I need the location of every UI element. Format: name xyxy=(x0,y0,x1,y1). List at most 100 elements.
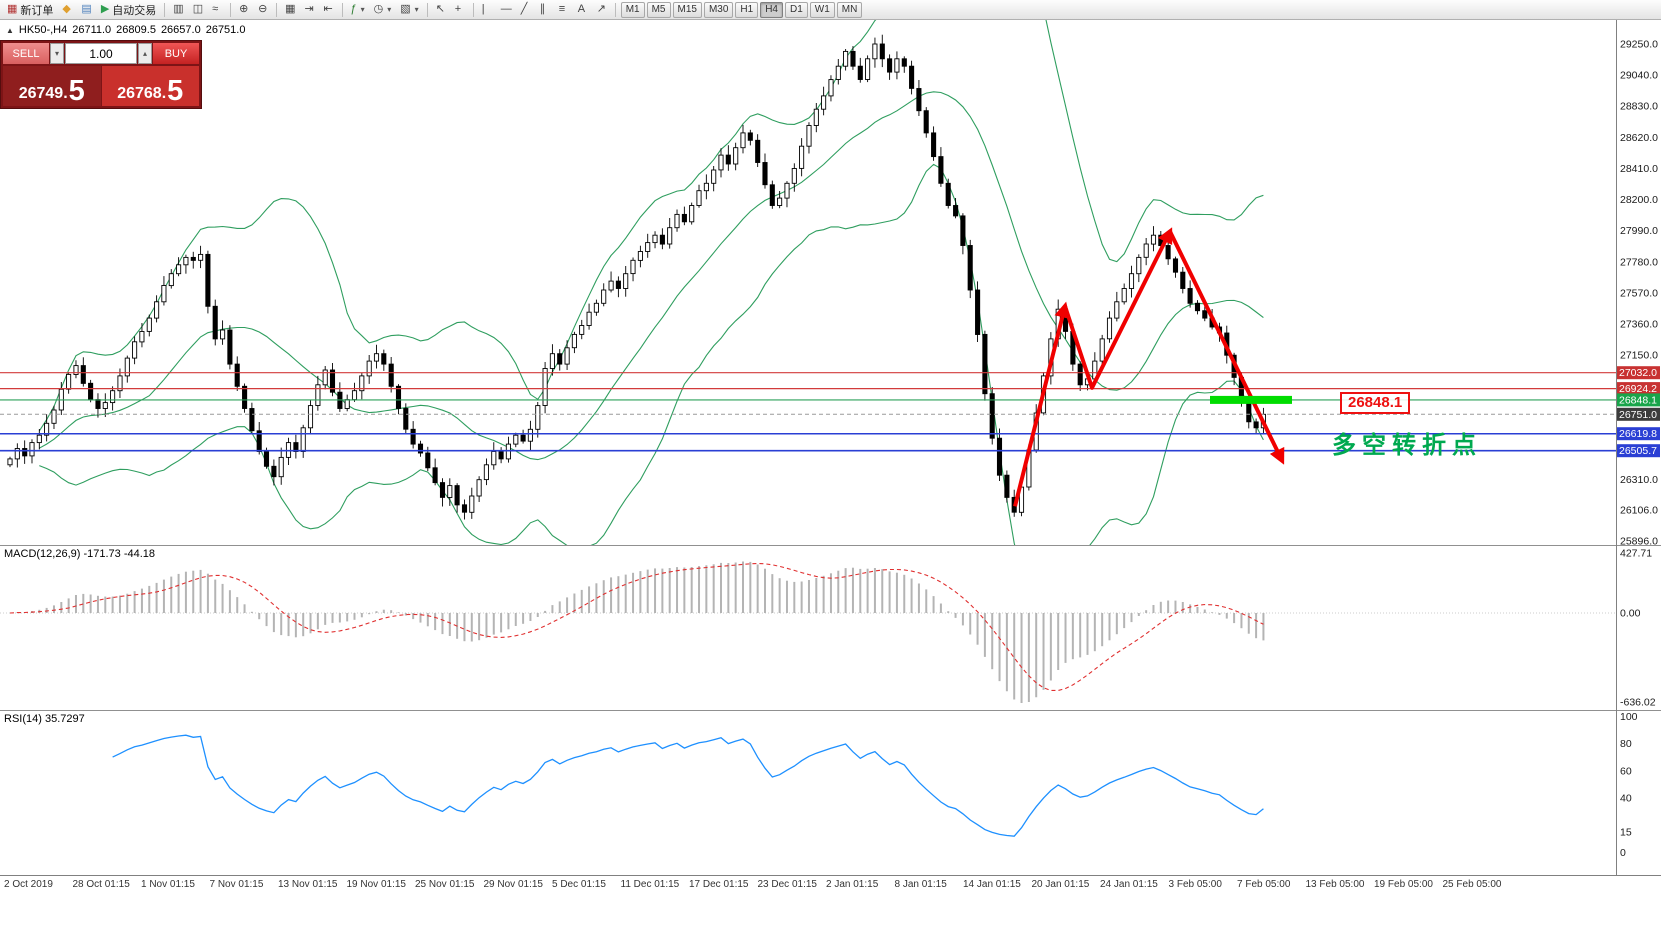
buy-price-box[interactable]: 26768. 5 xyxy=(101,66,199,106)
cursor-button[interactable]: ↖ xyxy=(432,1,450,19)
volume-input[interactable] xyxy=(65,43,137,64)
mql5-button[interactable]: ◆ xyxy=(58,1,76,19)
market-watch-icon: ▤ xyxy=(81,3,92,15)
price-axis[interactable]: 29250.0 29040.0 28830.0 28620.0 28410.0 28200… xyxy=(1617,39,1660,546)
annotations-layer[interactable] xyxy=(1013,227,1292,507)
channel-icon: ∥ xyxy=(539,3,546,15)
price-tag-label: 27032.0 xyxy=(1619,367,1657,379)
high-value: 26809.5 xyxy=(116,24,156,36)
timeframe-mn-button[interactable]: MN xyxy=(836,1,863,18)
indicators-button[interactable]: ƒ ▾ xyxy=(347,1,369,19)
sell-price-big-digit: 5 xyxy=(68,74,85,107)
price-axis-label: 27360.0 xyxy=(1620,319,1658,331)
toolbar-separator xyxy=(472,2,474,17)
zoom-out-icon: ⊖ xyxy=(258,3,268,15)
zoom-in-icon: ⊕ xyxy=(239,3,249,15)
line-chart-icon: ≈ xyxy=(212,3,219,15)
time-axis[interactable]: 2 Oct 2019 28 Oct 01:15 1 Nov 01:15 7 Nov 0… xyxy=(0,875,1661,899)
caret-down-icon: ▾ xyxy=(387,5,392,14)
low-value: 26657.0 xyxy=(160,24,201,36)
macd-panel-chart[interactable]: 427.71 0.00 -636.02 xyxy=(0,545,1661,710)
clock-icon: ◷ xyxy=(373,3,384,15)
macd-axis: 427.71 0.00 -636.02 xyxy=(1620,548,1656,709)
volume-decrease-button[interactable]: ▾ xyxy=(50,43,64,64)
bar-chart-icon: ▥ xyxy=(173,3,184,15)
tile-windows-button[interactable]: ▦ xyxy=(281,1,299,19)
macd-axis-label: 427.71 xyxy=(1620,548,1652,560)
sell-price-box[interactable]: 26749. 5 xyxy=(3,66,101,106)
auto-scroll-icon: ⇥ xyxy=(304,3,314,15)
time-axis-label: 13 Feb 05:00 xyxy=(1305,879,1365,890)
arrows-button[interactable]: ↗ xyxy=(593,1,611,19)
rsi-line xyxy=(112,734,1264,837)
rsi-axis: 100 80 60 40 15 0 xyxy=(1620,711,1638,859)
new-order-button[interactable]: ▦ 新订单 xyxy=(3,1,57,19)
trendline-icon: ╱ xyxy=(520,3,528,15)
timeframe-d1-button[interactable]: D1 xyxy=(785,1,808,18)
close-value: 26751.0 xyxy=(205,24,246,36)
open-value: 26711.0 xyxy=(72,24,112,36)
market-watch-button[interactable]: ▤ xyxy=(77,1,95,19)
mql5-icon: ◆ xyxy=(62,3,71,15)
auto-scroll-button[interactable]: ⇥ xyxy=(301,1,319,19)
one-click-trading-panel: SELL ▾ ▴ BUY 26749. 5 26768. 5 xyxy=(0,40,202,109)
price-axis-label: 28620.0 xyxy=(1620,132,1658,144)
crosshair-icon: + xyxy=(454,3,462,15)
candlestick-chart-button[interactable]: ◫ xyxy=(189,1,207,19)
arrow-object-icon: ↗ xyxy=(596,3,606,15)
timeframe-m30-button[interactable]: M30 xyxy=(703,1,734,18)
periods-button[interactable]: ◷ ▾ xyxy=(370,1,396,19)
toolbar-separator xyxy=(341,2,343,17)
channel-button[interactable]: ∥ xyxy=(536,1,554,19)
time-axis-label: 14 Jan 01:15 xyxy=(963,879,1021,890)
line-chart-button[interactable]: ≈ xyxy=(208,1,226,19)
macd-axis-label: 0.00 xyxy=(1620,608,1641,620)
macd-signal-line xyxy=(9,562,1264,692)
timeframe-m1-button[interactable]: M1 xyxy=(620,1,645,18)
timeframe-w1-button[interactable]: W1 xyxy=(809,1,835,18)
rsi-axis-label: 40 xyxy=(1620,793,1632,805)
trend-arrow[interactable] xyxy=(1013,301,1071,507)
timeframe-h4-button[interactable]: H4 xyxy=(760,1,783,18)
price-tag-label: 26924.2 xyxy=(1619,383,1657,395)
trend-arrow[interactable] xyxy=(1063,227,1173,390)
fibonacci-button[interactable]: ≡ xyxy=(555,1,573,19)
new-order-button-label: 新订单 xyxy=(20,4,54,17)
autotrading-button[interactable]: ▶ 自动交易 xyxy=(97,1,160,19)
bar-chart-button[interactable]: ▥ xyxy=(169,1,187,19)
time-axis-label: 7 Feb 05:00 xyxy=(1237,879,1291,890)
main-chart[interactable]: 29250.0 29040.0 28830.0 28620.0 28410.0 28200… xyxy=(0,20,1661,545)
text-button[interactable]: A xyxy=(574,1,592,19)
horizontal-line-button[interactable]: — xyxy=(497,1,516,19)
toolbar-separator xyxy=(426,2,428,17)
sell-button[interactable]: SELL xyxy=(3,43,49,64)
tile-windows-icon: ▦ xyxy=(285,3,296,15)
timeframe-m15-button[interactable]: M15 xyxy=(672,1,702,18)
price-axis-label: 27150.0 xyxy=(1620,350,1658,362)
templates-button[interactable]: ▧ ▾ xyxy=(396,1,422,19)
trendline-button[interactable]: ╱ xyxy=(517,1,535,19)
timeframe-h1-button[interactable]: H1 xyxy=(735,1,759,18)
crosshair-button[interactable]: + xyxy=(451,1,469,19)
time-axis-label: 19 Feb 05:00 xyxy=(1374,879,1433,890)
buy-button[interactable]: BUY xyxy=(153,43,199,64)
zoom-out-button[interactable]: ⊖ xyxy=(254,1,272,19)
chart-shift-button[interactable]: ⇤ xyxy=(320,1,338,19)
annotation-price-label[interactable]: 26848.1 xyxy=(1340,392,1411,414)
highlight-bar[interactable] xyxy=(1210,395,1292,404)
time-axis-label: 25 Nov 01:15 xyxy=(415,879,475,890)
rsi-panel-chart[interactable]: 100 80 60 40 15 0 xyxy=(0,710,1661,875)
trend-arrow[interactable] xyxy=(1168,230,1285,465)
price-axis-label: 28830.0 xyxy=(1620,101,1658,113)
rsi-axis-label: 80 xyxy=(1620,738,1632,750)
macd-axis-label: -636.02 xyxy=(1620,697,1656,709)
timeframe-m5-button[interactable]: M5 xyxy=(646,1,671,18)
zoom-in-button[interactable]: ⊕ xyxy=(235,1,253,19)
volume-increase-button[interactable]: ▴ xyxy=(138,43,152,64)
annotation-note[interactable]: 多空转折点 xyxy=(1332,432,1482,459)
time-axis-label: 3 Feb 05:00 xyxy=(1168,879,1222,890)
macd-label: MACD(12,26,9) -171.73 -44.18 xyxy=(4,548,156,560)
vertical-line-button[interactable]: | xyxy=(478,1,496,19)
time-axis-label: 17 Dec 01:15 xyxy=(689,879,749,890)
time-axis-label: 23 Dec 01:15 xyxy=(757,879,818,890)
